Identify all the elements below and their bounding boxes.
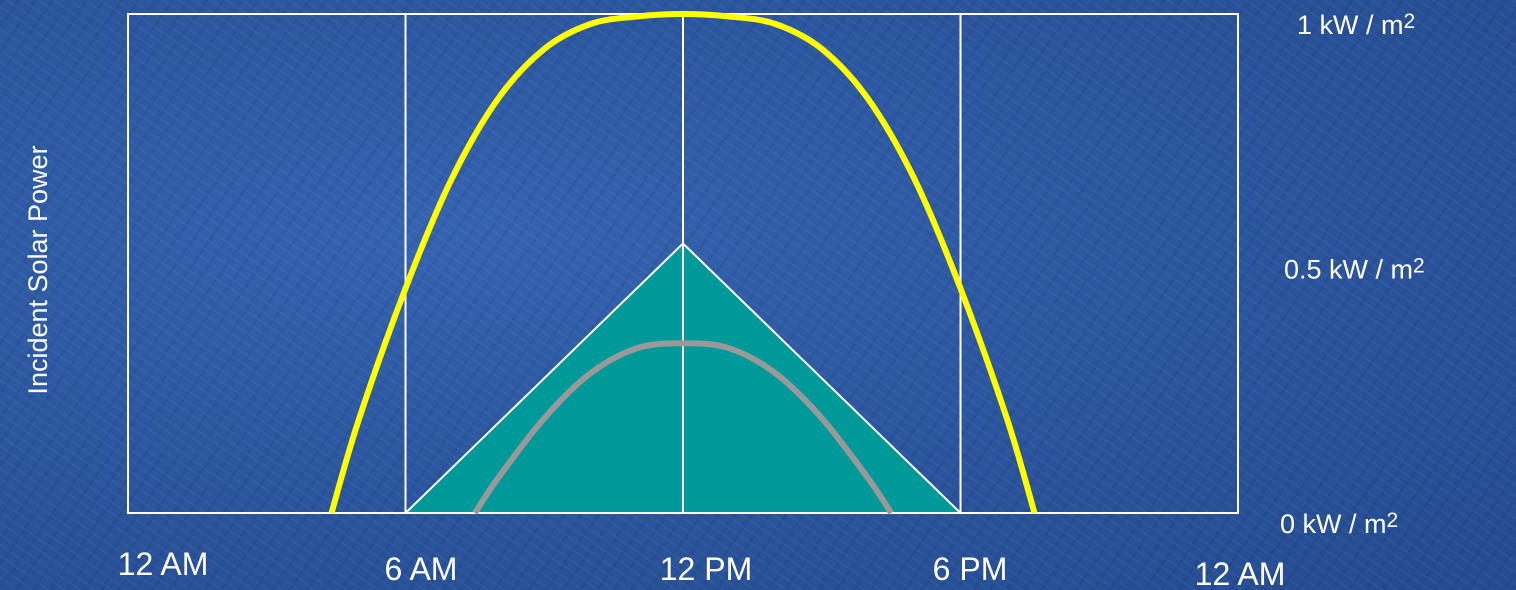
series-curve-2 <box>472 340 894 515</box>
y-tick-label: 0 kW / m2 <box>1280 509 1398 539</box>
y-tick-label: 0.5 kW / m2 <box>1284 255 1425 285</box>
y-tick-label: 1 kW / m2 <box>1297 10 1415 40</box>
x-tick-label: 12 AM <box>118 546 209 582</box>
curves <box>328 10 1038 515</box>
series-curve-0 <box>328 10 1038 514</box>
y-axis-label: Incident Solar Power <box>23 145 53 394</box>
x-tick-label: 6 AM <box>385 551 458 587</box>
x-tick-label: 6 PM <box>933 551 1008 587</box>
y-tick-labels: 1 kW / m2 0.5 kW / m2 0 kW / m2 <box>1280 10 1425 539</box>
x-tick-label: 12 AM <box>1195 556 1286 590</box>
x-tick-labels: 12 AM 6 AM 12 PM 6 PM 12 AM <box>118 546 1286 590</box>
gridlines <box>404 14 962 513</box>
y-tick-superscript: 2 <box>1404 10 1416 33</box>
x-tick-label: 12 PM <box>660 551 752 587</box>
y-tick-superscript: 2 <box>1413 255 1425 278</box>
y-tick-superscript: 2 <box>1387 509 1399 532</box>
